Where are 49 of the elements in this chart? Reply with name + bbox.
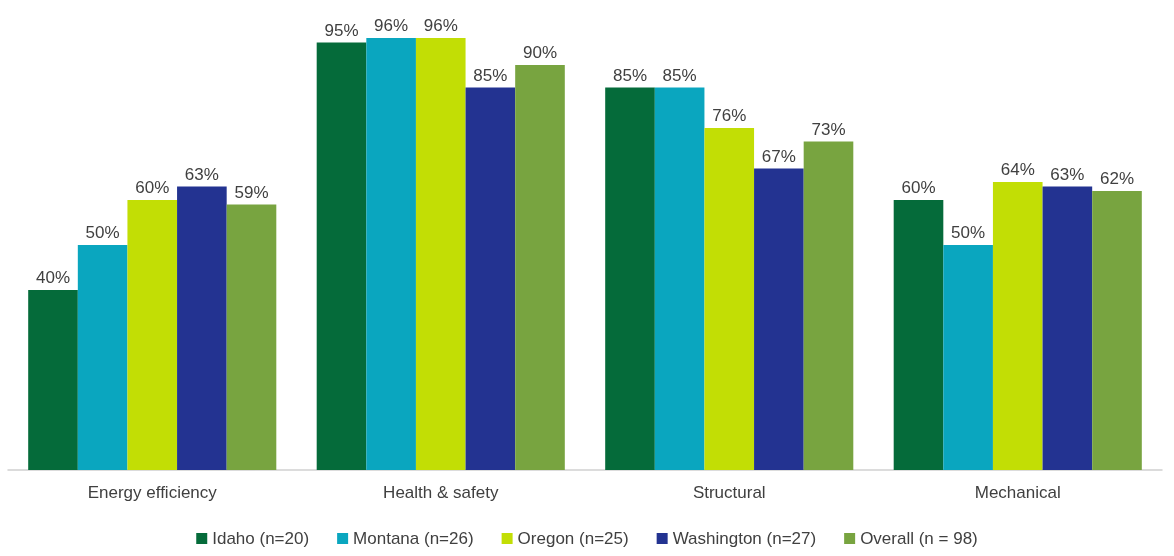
- bar: [1042, 186, 1093, 470]
- legend-label: Washington (n=27): [672, 529, 817, 548]
- bar: [415, 38, 466, 470]
- data-label: 50%: [951, 223, 986, 242]
- bar: [226, 204, 277, 470]
- bar: [465, 87, 516, 470]
- bar: [803, 141, 854, 470]
- x-tick-label: Mechanical: [974, 483, 1061, 502]
- bar: [992, 182, 1043, 470]
- bar: [316, 42, 367, 470]
- data-label: 60%: [135, 178, 170, 197]
- data-label: 63%: [184, 164, 219, 184]
- x-tick-label: Structural: [692, 483, 766, 502]
- bar: [605, 87, 655, 470]
- x-tick-label: Health & safety: [383, 483, 499, 502]
- data-label: 76%: [712, 106, 747, 125]
- data-label: 40%: [35, 268, 71, 287]
- bar: [1092, 191, 1142, 470]
- bar: [943, 245, 993, 470]
- data-label: 85%: [662, 65, 697, 85]
- data-label: 85%: [612, 65, 648, 85]
- x-tick-label: Energy efficiency: [87, 483, 218, 502]
- data-label: 95%: [324, 20, 359, 40]
- data-label: 59%: [234, 182, 269, 202]
- legend-label: Idaho (n=20): [212, 529, 310, 548]
- bar: [177, 186, 227, 470]
- legend-label: Montana (n=26): [353, 529, 474, 548]
- bar: [127, 200, 178, 470]
- data-label: 60%: [901, 178, 936, 197]
- bar: [515, 65, 565, 470]
- data-label: 96%: [423, 16, 458, 35]
- data-label: 73%: [811, 119, 846, 139]
- bar: [28, 290, 78, 470]
- data-label: 63%: [1050, 164, 1085, 184]
- data-label: 64%: [1000, 160, 1035, 179]
- data-label: 50%: [85, 223, 120, 242]
- data-label: 67%: [761, 146, 796, 166]
- bar: [754, 168, 804, 470]
- data-label: 62%: [1099, 169, 1135, 188]
- bar: [366, 38, 416, 470]
- bar: [654, 87, 705, 470]
- data-label: 96%: [374, 16, 409, 35]
- bar: [704, 128, 755, 470]
- bar: [893, 200, 944, 470]
- legend-label: Oregon (n=25): [517, 529, 629, 548]
- legend-label: Overall (n = 98): [860, 529, 978, 548]
- bar: [77, 245, 128, 470]
- data-label: 85%: [473, 65, 508, 85]
- data-label: 90%: [522, 43, 558, 62]
